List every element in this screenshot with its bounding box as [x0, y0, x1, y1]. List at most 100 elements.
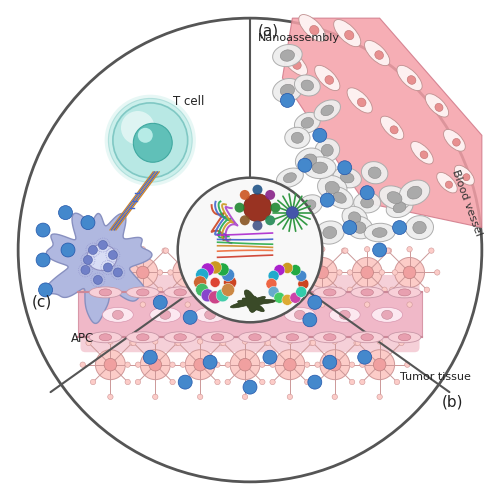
Circle shape	[121, 111, 154, 144]
Circle shape	[108, 98, 192, 182]
Circle shape	[270, 380, 276, 384]
Circle shape	[215, 380, 220, 384]
Circle shape	[95, 302, 100, 308]
Ellipse shape	[294, 112, 320, 134]
Circle shape	[108, 339, 113, 344]
Circle shape	[201, 263, 214, 276]
Circle shape	[361, 266, 374, 278]
Ellipse shape	[240, 308, 270, 322]
Circle shape	[247, 287, 252, 292]
Circle shape	[168, 287, 173, 292]
Circle shape	[136, 266, 149, 278]
Ellipse shape	[315, 138, 340, 162]
Circle shape	[392, 220, 406, 234]
Ellipse shape	[316, 221, 344, 244]
Circle shape	[225, 380, 230, 384]
Circle shape	[284, 358, 296, 371]
Ellipse shape	[361, 289, 374, 296]
Circle shape	[123, 270, 128, 275]
Ellipse shape	[99, 289, 112, 296]
Ellipse shape	[239, 332, 271, 342]
Circle shape	[222, 284, 234, 296]
Ellipse shape	[276, 168, 303, 188]
Circle shape	[264, 340, 270, 345]
Circle shape	[399, 340, 404, 345]
Ellipse shape	[333, 168, 362, 188]
Circle shape	[290, 264, 301, 276]
Circle shape	[149, 358, 162, 371]
Circle shape	[274, 264, 285, 276]
Circle shape	[313, 128, 327, 142]
Circle shape	[244, 194, 272, 222]
Circle shape	[296, 248, 302, 254]
Circle shape	[210, 278, 220, 287]
Ellipse shape	[160, 310, 170, 320]
Circle shape	[230, 246, 235, 252]
Circle shape	[308, 375, 322, 389]
Ellipse shape	[314, 332, 346, 342]
Circle shape	[338, 160, 351, 174]
Circle shape	[125, 380, 130, 384]
Circle shape	[274, 302, 280, 308]
Ellipse shape	[393, 202, 406, 212]
Circle shape	[282, 262, 293, 274]
Circle shape	[134, 124, 172, 162]
Ellipse shape	[174, 334, 186, 340]
Circle shape	[407, 246, 412, 252]
FancyBboxPatch shape	[80, 275, 419, 352]
Circle shape	[308, 296, 322, 310]
Ellipse shape	[348, 212, 361, 224]
Ellipse shape	[324, 334, 336, 340]
Circle shape	[212, 270, 218, 275]
Circle shape	[342, 220, 356, 234]
Circle shape	[287, 394, 292, 400]
Circle shape	[258, 290, 272, 304]
Circle shape	[271, 266, 283, 278]
Ellipse shape	[388, 332, 421, 342]
Circle shape	[135, 380, 140, 384]
Circle shape	[208, 248, 214, 254]
Circle shape	[180, 380, 186, 384]
Circle shape	[352, 258, 382, 288]
Ellipse shape	[372, 308, 402, 322]
Circle shape	[140, 302, 145, 308]
Ellipse shape	[276, 287, 308, 298]
Circle shape	[202, 287, 207, 292]
Circle shape	[83, 258, 113, 288]
Ellipse shape	[89, 332, 122, 342]
Circle shape	[252, 184, 262, 194]
Ellipse shape	[364, 40, 390, 66]
Ellipse shape	[361, 334, 374, 340]
Circle shape	[198, 339, 203, 344]
Ellipse shape	[136, 334, 149, 340]
Circle shape	[298, 278, 309, 289]
Circle shape	[214, 362, 220, 368]
Ellipse shape	[87, 244, 117, 270]
Circle shape	[298, 158, 312, 172]
Ellipse shape	[340, 172, 354, 183]
Circle shape	[58, 206, 72, 220]
Ellipse shape	[387, 192, 402, 203]
Circle shape	[265, 216, 275, 226]
Circle shape	[185, 350, 215, 380]
Circle shape	[296, 270, 306, 281]
Ellipse shape	[293, 240, 307, 250]
Circle shape	[382, 287, 387, 292]
Ellipse shape	[420, 151, 428, 158]
Ellipse shape	[321, 105, 334, 116]
Circle shape	[162, 248, 168, 254]
Circle shape	[379, 270, 384, 275]
Circle shape	[355, 340, 360, 345]
Ellipse shape	[340, 310, 350, 320]
Circle shape	[216, 263, 229, 276]
Text: T cell: T cell	[172, 96, 204, 108]
Ellipse shape	[102, 308, 134, 322]
Circle shape	[80, 362, 86, 368]
Polygon shape	[46, 213, 152, 324]
Circle shape	[240, 190, 250, 200]
Circle shape	[198, 394, 203, 400]
Circle shape	[364, 246, 370, 252]
Ellipse shape	[326, 186, 353, 208]
Circle shape	[216, 289, 229, 302]
Ellipse shape	[347, 88, 372, 113]
